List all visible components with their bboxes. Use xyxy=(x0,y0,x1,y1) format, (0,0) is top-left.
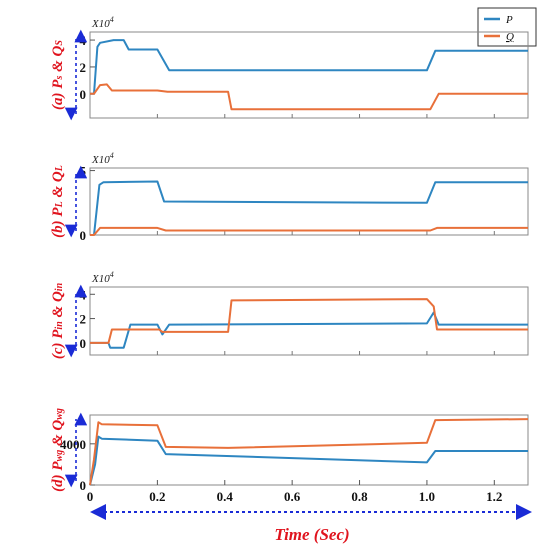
legend-label-p: P xyxy=(505,14,513,26)
y-multiplier: X104 xyxy=(91,15,114,30)
y-axis-label: (c) Pin & Qin xyxy=(50,282,66,359)
plot-frame xyxy=(89,167,529,236)
y-tick-label: 0 xyxy=(80,336,87,351)
x-tick-label: 0.4 xyxy=(217,489,234,504)
y-axis-label: (d) Pwg & Qwg xyxy=(50,408,66,492)
series-line-p xyxy=(89,435,528,486)
x-tick-label: 1.2 xyxy=(486,489,502,504)
y-tick-label: 4 xyxy=(80,287,87,302)
series-line-q xyxy=(90,83,528,111)
legend: P Q xyxy=(477,7,537,47)
y-axis-label: (a) Ps & QS xyxy=(50,40,66,110)
y-tick-label: 2 xyxy=(80,312,87,327)
series-line-p xyxy=(90,180,528,236)
x-axis-label: Time (Sec) xyxy=(274,525,349,544)
panel-1: 0 5 X104 (b) PL & QL xyxy=(50,151,529,243)
panel-0: 0 2 4 X104 (a) Ps & QS xyxy=(50,15,529,121)
plot-frame xyxy=(89,286,529,356)
y-tick-label: 0 xyxy=(80,478,87,493)
series-line-p xyxy=(90,39,528,95)
panels: 0 2 4 X104 (a) Ps & QS 0 5 X104 (b) PL & QL 0 2 4 X1… xyxy=(50,15,529,504)
y-tick-label: 0 xyxy=(80,87,87,102)
x-tick-label: 0 xyxy=(87,489,94,504)
legend-box xyxy=(477,7,537,47)
x-tick-label: 0.6 xyxy=(284,489,301,504)
y-axis-label: (b) PL & QL xyxy=(50,165,66,238)
y-tick-label: 0 xyxy=(80,228,87,243)
legend-label-q: Q xyxy=(506,31,514,43)
series-line-q xyxy=(90,298,528,344)
x-tick-label: 0.2 xyxy=(149,489,165,504)
y-multiplier: X104 xyxy=(91,151,114,166)
y-tick-label: 4 xyxy=(80,33,87,48)
y-tick-label: 5 xyxy=(80,164,87,179)
series-line-q xyxy=(90,226,528,236)
series-line-q xyxy=(89,418,529,486)
x-tick-label: 1.0 xyxy=(419,489,435,504)
x-tick-label: 0.8 xyxy=(351,489,368,504)
y-multiplier: X104 xyxy=(91,270,114,285)
plot-frame xyxy=(89,31,529,119)
panel-2: 0 2 4 X104 (c) Pin & Qin xyxy=(50,270,529,359)
y-tick-label: 2 xyxy=(80,60,87,75)
